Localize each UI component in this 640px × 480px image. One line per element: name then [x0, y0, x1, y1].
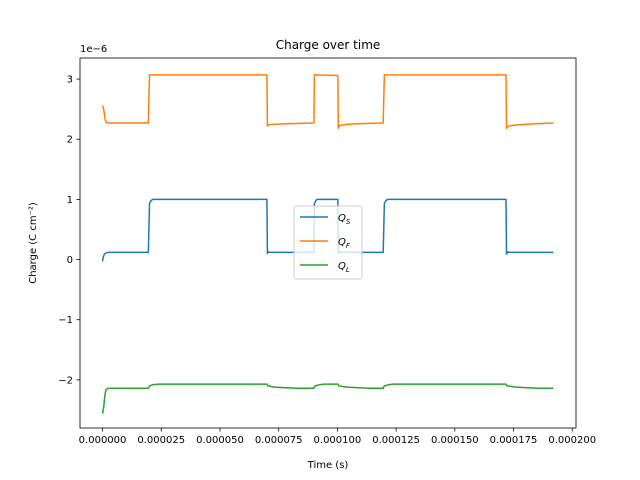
x-tick-label: 0.000025: [137, 435, 185, 446]
x-tick-label: 0.000125: [372, 435, 420, 446]
legend-label-ql: QL: [338, 261, 350, 274]
x-tick-label: 0.000075: [255, 435, 303, 446]
legend: QS QF QL: [293, 205, 363, 280]
series-line-qs: [101, 198, 554, 262]
x-axis: 0.000000 0.000025 0.000050 0.000075 0.000100…: [79, 428, 596, 446]
y-tick-label: −1: [58, 315, 73, 326]
x-tick-label: 0.000100: [314, 435, 362, 446]
y-tick-label: 1: [67, 195, 73, 206]
x-axis-title: Time (s): [307, 460, 349, 471]
y-tick-label: 0: [67, 255, 73, 266]
axes-frame: [79, 57, 577, 429]
x-tick-label: 0.000050: [196, 435, 244, 446]
plot-area: [101, 74, 554, 414]
legend-label-qf: QF: [338, 237, 351, 250]
chart-title: Charge over time: [276, 38, 381, 52]
legend-box: [293, 205, 363, 280]
y-tick-label: 2: [67, 135, 73, 146]
legend-label-qs: QS: [338, 213, 351, 226]
x-tick-label: 0.000000: [79, 435, 127, 446]
y-tick-label: 3: [67, 75, 73, 86]
y-axis-title: Charge (C cm⁻²): [28, 202, 39, 284]
y-offset-text: 1e−6: [80, 44, 107, 55]
series-line-ql: [101, 383, 554, 414]
x-tick-label: 0.000150: [431, 435, 479, 446]
y-axis: −2 −1 0 1 2 3: [58, 75, 80, 386]
x-tick-label: 0.000175: [490, 435, 538, 446]
series-line-qf: [101, 74, 554, 130]
x-tick-label: 0.000200: [548, 435, 596, 446]
y-tick-label: −2: [58, 375, 73, 386]
